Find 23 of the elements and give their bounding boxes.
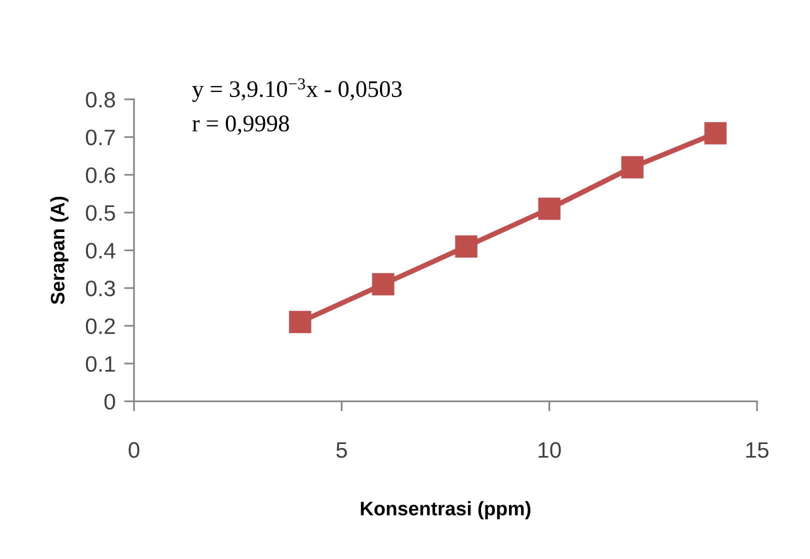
y-tick-label: 0 <box>104 394 116 410</box>
x-tick-label: 0 <box>128 442 140 458</box>
y-tick-label: 0.1 <box>86 356 115 372</box>
y-tick-label: 0.8 <box>86 92 115 108</box>
point <box>621 156 644 178</box>
point <box>372 273 394 296</box>
x-tick-label: 15 <box>746 442 768 458</box>
point <box>455 235 478 258</box>
y-tick-label: 0.7 <box>86 130 115 146</box>
x-tick-label: 10 <box>538 442 561 458</box>
y-tick-label: 0.2 <box>86 318 115 334</box>
y-axis-title: Serapan (A) <box>50 196 68 304</box>
y-tick-label: 0.5 <box>86 205 116 221</box>
point <box>538 198 560 220</box>
point <box>289 310 312 334</box>
y-tick-label: 0.3 <box>86 280 115 296</box>
y-tick-label: 0.4 <box>86 242 116 259</box>
point <box>704 122 727 144</box>
annotation: r = 0,9998 <box>192 116 289 135</box>
annotation: y = 3,9.10$^{−3}$x - 0,0503 <box>192 78 402 102</box>
y-tick-label: 0.6 <box>86 167 115 184</box>
x-axis-title: Konsentrasi (ppm) <box>360 501 530 520</box>
x-tick-label: 5 <box>336 442 347 458</box>
